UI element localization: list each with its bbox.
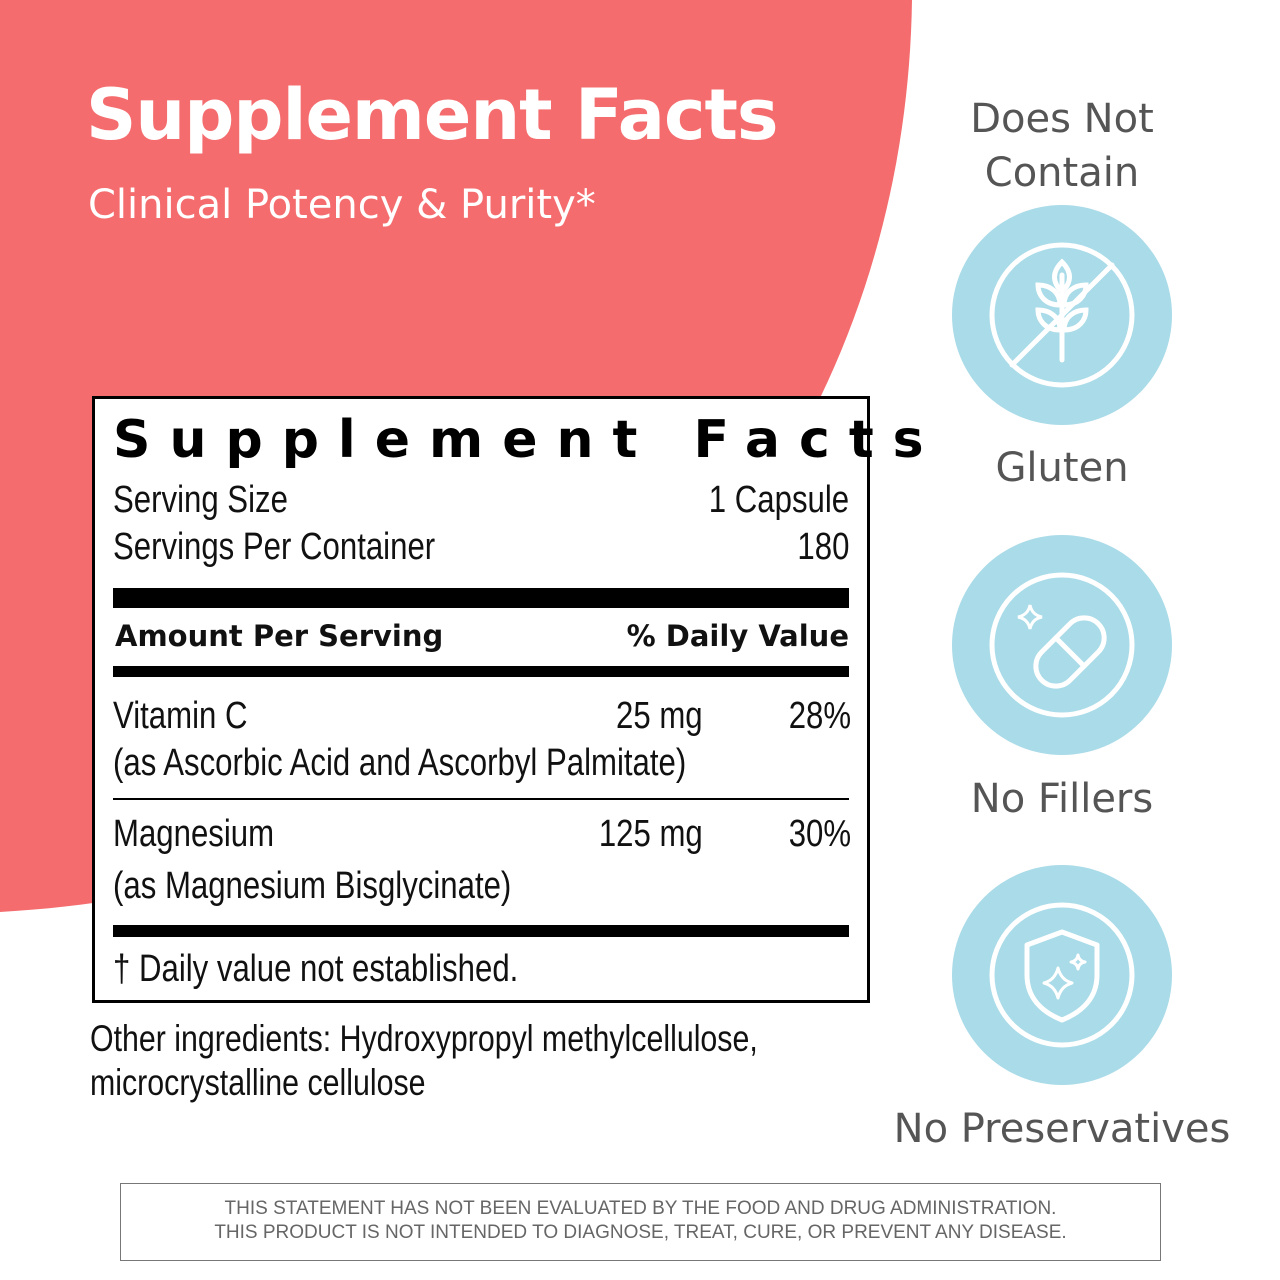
divider-medium xyxy=(113,925,849,937)
serving-size-value: 1 Capsule xyxy=(708,479,849,521)
other-ingredients: microcrystalline cellulose xyxy=(90,1062,426,1103)
footnote: † Daily value not established. xyxy=(113,948,519,990)
servings-label: Servings Per Container xyxy=(113,526,436,568)
nutrient-name: Vitamin C xyxy=(113,695,248,737)
badges-heading: Does Not Contain xyxy=(970,96,1154,196)
nutrient-daily: 28% xyxy=(788,695,851,737)
servings-value: 180 xyxy=(797,526,849,568)
nutrient-daily: 30% xyxy=(788,813,851,855)
fillers-icon xyxy=(952,535,1172,755)
other-ingredients: Other ingredients: Hydroxypropyl methylc… xyxy=(90,1018,758,1059)
header-title: Supplement Facts xyxy=(86,74,779,156)
daily-heading: % Daily Value xyxy=(626,619,849,653)
nutrient-detail: (as Magnesium Bisglycinate) xyxy=(113,865,512,907)
nutrient-amount: 25 mg xyxy=(616,695,703,737)
gluten-icon xyxy=(952,205,1172,425)
disclaimer-line: THIS PRODUCT IS NOT INTENDED TO DIAGNOSE… xyxy=(214,1222,1067,1243)
divider-medium xyxy=(113,666,849,677)
badge-label: No Preservatives xyxy=(893,1106,1231,1152)
disclaimer-line: THIS STATEMENT HAS NOT BEEN EVALUATED BY… xyxy=(224,1198,1057,1219)
amount-heading: Amount Per Serving xyxy=(115,619,444,653)
header-subtitle: Clinical Potency & Purity* xyxy=(88,182,596,228)
preservatives-icon xyxy=(952,865,1172,1085)
badge-label: Gluten xyxy=(995,445,1129,491)
nutrient-amount: 125 mg xyxy=(599,813,703,855)
nutrient-name: Magnesium xyxy=(113,813,275,855)
facts-title: Supplement Facts xyxy=(113,410,943,470)
disclaimer-box xyxy=(120,1183,1161,1261)
nutrient-detail: (as Ascorbic Acid and Ascorbyl Palmitate… xyxy=(113,742,687,784)
facts-panel xyxy=(92,396,870,1003)
divider-thick xyxy=(113,588,849,608)
divider-thin xyxy=(113,798,849,800)
badge-label: No Fillers xyxy=(970,776,1154,822)
serving-size-label: Serving Size xyxy=(113,479,288,521)
